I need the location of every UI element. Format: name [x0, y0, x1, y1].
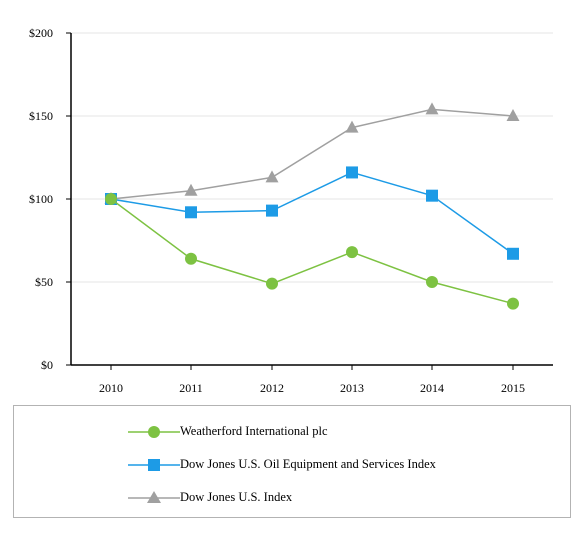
- x-tick-label: 2011: [179, 381, 203, 395]
- series-triangle: [104, 102, 520, 204]
- y-tick-label: $150: [29, 109, 53, 123]
- series-line: [110, 108, 514, 200]
- legend-item-weatherford: Weatherford International plc: [14, 420, 570, 444]
- data-point: [185, 206, 197, 219]
- data-point: [426, 276, 438, 288]
- data-point: [265, 170, 279, 183]
- series-line: [110, 171, 514, 255]
- x-tick-label: 2010: [99, 381, 123, 395]
- data-point: [507, 297, 519, 310]
- data-point: [506, 109, 520, 121]
- x-tick-label: 2014: [420, 381, 444, 395]
- data-point: [345, 120, 359, 133]
- legend-item-us-index: Dow Jones U.S. Index: [14, 486, 570, 510]
- data-point: [185, 252, 197, 265]
- y-axis-ticks: $0 $50 $100 $150 $200: [29, 26, 71, 372]
- legend: Weatherford International plc Dow Jones …: [13, 405, 571, 518]
- series-line: [110, 198, 514, 305]
- legend-marker-square: [128, 459, 180, 471]
- data-point: [507, 247, 519, 260]
- data-point: [426, 189, 438, 202]
- gridlines: [71, 32, 553, 283]
- data-point: [105, 193, 117, 205]
- data-point: [266, 277, 278, 290]
- x-tick-label: 2013: [340, 381, 364, 395]
- y-tick-label: $0: [41, 358, 53, 372]
- x-tick-label: 2012: [260, 381, 284, 395]
- line-chart: $0$50$100$150$200 2010 2011 2012 2013 2014 20…: [29, 26, 553, 395]
- legend-marker-circle: [128, 426, 180, 438]
- x-axis-ticks: 2010 2011 2012 2013 2014 2015: [99, 365, 525, 395]
- data-point: [346, 246, 358, 259]
- y-tick-label: $50: [35, 275, 53, 289]
- legend-marker-triangle: [128, 491, 180, 503]
- legend-item-oil-equipment-index: Dow Jones U.S. Oil Equipment and Service…: [14, 453, 570, 477]
- data-point: [266, 204, 278, 217]
- data-point: [425, 102, 439, 115]
- legend-label: Dow Jones U.S. Oil Equipment and Service…: [180, 457, 436, 471]
- legend-label: Dow Jones U.S. Index: [180, 490, 293, 504]
- data-point: [346, 166, 358, 179]
- series-circle: [105, 193, 519, 310]
- y-tick-label: $100: [29, 192, 53, 206]
- legend-label: Weatherford International plc: [180, 424, 328, 438]
- data-point: [184, 183, 198, 196]
- series-square: [105, 166, 519, 260]
- y-tick-label: $200: [29, 26, 53, 40]
- series-layer: [104, 102, 520, 310]
- x-tick-label: 2015: [501, 381, 525, 395]
